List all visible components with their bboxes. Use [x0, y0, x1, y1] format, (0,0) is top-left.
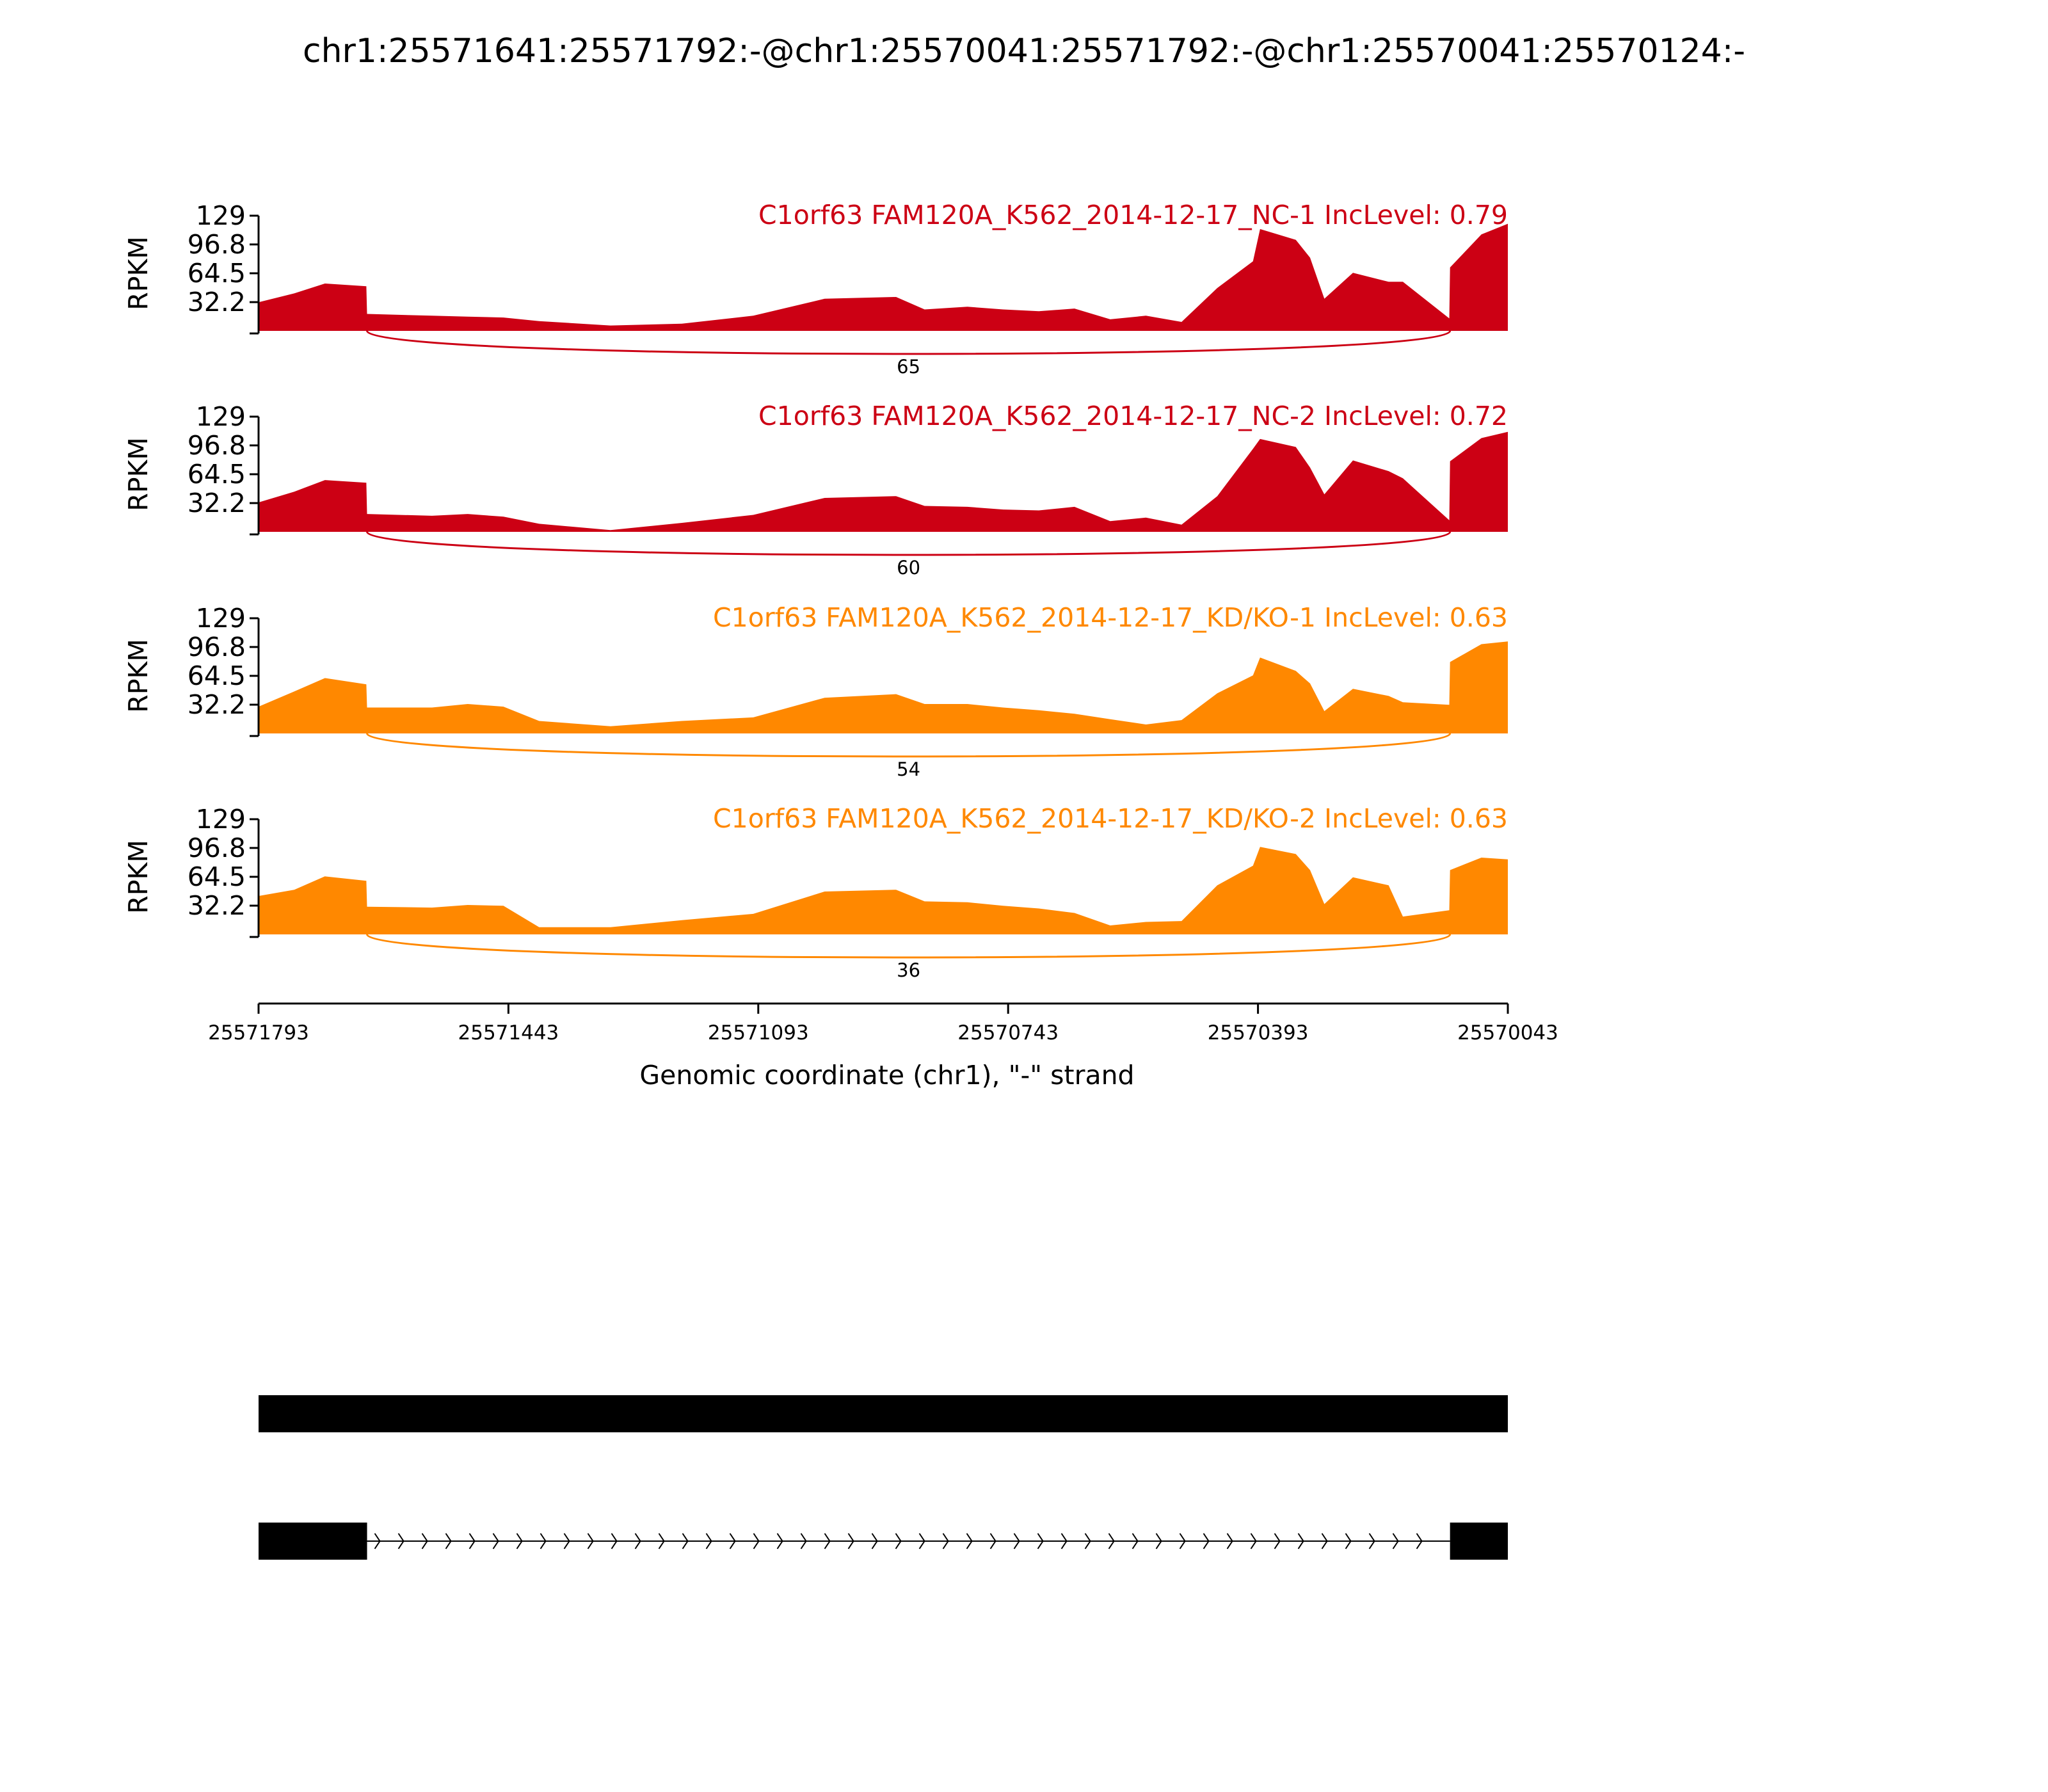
junction-count: 54: [897, 758, 920, 780]
exon-block: [259, 1395, 1508, 1432]
y-axis-label: RPKM: [123, 236, 154, 310]
y-tick-label: 64.5: [188, 459, 246, 490]
y-tick-label: 64.5: [188, 258, 246, 289]
x-tick-label: 25570393: [1208, 1021, 1309, 1044]
junction-label-bg: [879, 355, 938, 378]
gene-models: [259, 1395, 1508, 1560]
y-tick-label: 32.2: [188, 689, 246, 720]
junction-label-bg: [879, 758, 938, 781]
junction-count: 65: [897, 356, 920, 378]
gene-model-inclusion: [259, 1395, 1508, 1432]
track-label: C1orf63 FAM120A_K562_2014-12-17_KD/KO-1 …: [713, 602, 1508, 633]
y-tick-label: 96.8: [188, 430, 246, 461]
track-label: C1orf63 FAM120A_K562_2014-12-17_NC-1 Inc…: [758, 200, 1508, 230]
junction-arc: [366, 330, 1452, 355]
coverage-area: [259, 431, 1508, 532]
y-tick-label: 64.5: [188, 660, 246, 691]
y-tick-label: 129: [196, 401, 246, 432]
y-tick-label: 32.2: [188, 488, 246, 518]
exon-block: [259, 1523, 367, 1560]
y-tick-label: 32.2: [188, 287, 246, 317]
track-label: C1orf63 FAM120A_K562_2014-12-17_NC-2 Inc…: [758, 401, 1508, 431]
x-tick-label: 25571793: [208, 1021, 309, 1044]
coverage-area: [259, 847, 1508, 934]
track-label: C1orf63 FAM120A_K562_2014-12-17_KD/KO-2 …: [713, 803, 1508, 834]
x-tick-label: 25570743: [957, 1021, 1059, 1044]
y-tick-label: 96.8: [188, 833, 246, 863]
junction-count: 60: [897, 557, 920, 579]
y-tick-label: 96.8: [188, 229, 246, 260]
x-axis-label: Genomic coordinate (chr1), "-" strand: [639, 1060, 1134, 1091]
y-tick-label: 32.2: [188, 890, 246, 921]
junction-label-bg: [879, 959, 938, 982]
x-axis: Genomic coordinate (chr1), "-" strand 25…: [208, 1002, 1558, 1091]
junction-arc: [366, 732, 1452, 758]
junction-count: 36: [897, 959, 920, 981]
strand-chevrons: [374, 1533, 1423, 1549]
x-tick-label: 25570043: [1457, 1021, 1558, 1044]
x-tick-label: 25571443: [458, 1021, 559, 1044]
exon-block: [1450, 1523, 1508, 1560]
coverage-area: [259, 223, 1508, 331]
y-axis-label: RPKM: [123, 840, 154, 913]
y-axis-label: RPKM: [123, 437, 154, 511]
x-tick-label: 25571093: [708, 1021, 809, 1044]
junction-label-bg: [879, 556, 938, 579]
y-axis-label: RPKM: [123, 639, 154, 712]
y-tick-label: 129: [196, 603, 246, 634]
y-tick-label: 64.5: [188, 861, 246, 892]
coverage-area: [259, 641, 1508, 733]
junction-arc: [366, 933, 1452, 959]
junction-arc: [366, 531, 1452, 556]
page-title: chr1:25571641:25571792:-@chr1:25570041:2…: [303, 32, 1745, 70]
gene-model-skipping: [259, 1523, 1508, 1560]
y-tick-label: 129: [196, 200, 246, 231]
y-tick-label: 96.8: [188, 632, 246, 662]
y-tick-label: 129: [196, 804, 246, 835]
